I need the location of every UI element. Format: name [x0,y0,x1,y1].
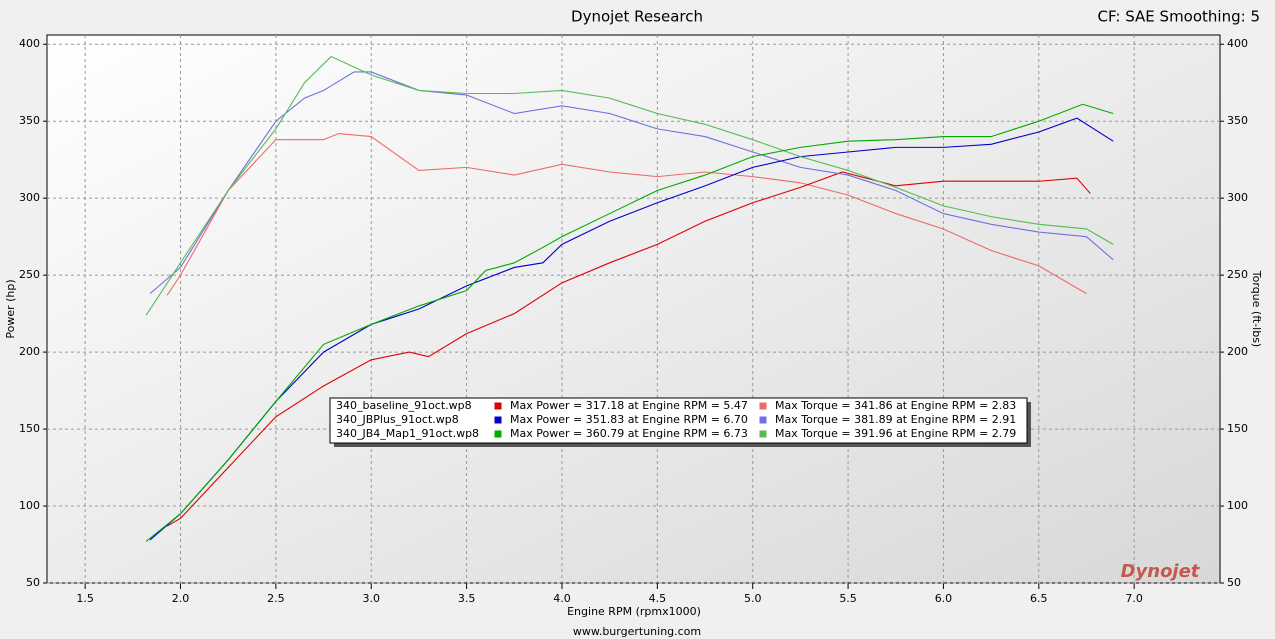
curve [166,132,1087,296]
y2-tick-label: 350 [1227,114,1248,127]
y-tick-label: 100 [19,499,40,512]
legend-max-torque: Max Torque = 381.89 at Engine RPM = 2.91 [775,413,1016,426]
legend-max-power: Max Power = 360.79 at Engine RPM = 6.73 [510,427,748,440]
footer: www.burgertuning.com [573,625,701,638]
legend-max-torque: Max Torque = 391.96 at Engine RPM = 2.79 [775,427,1016,440]
y2-tick-label: 100 [1227,499,1248,512]
plot: 1.5 2.0 2.5 3.0 3.5 4.0 4.5 5.0 5.5 6.0 6.5 7.0 50 10… [19,35,1248,605]
x-tick-label: 3.5 [458,592,476,605]
legend-swatch [493,415,503,425]
x-tick-label: 7.0 [1125,592,1143,605]
legend-max-power: Max Power = 317.18 at Engine RPM = 5.47 [510,399,748,412]
legend-swatch [493,401,503,411]
x-tick-label: 2.0 [172,592,190,605]
x-tick-label: 1.5 [76,592,94,605]
x-tick-label: 6.0 [935,592,953,605]
x-tick-label: 4.0 [553,592,571,605]
chart-title: Dynojet Research [571,8,703,26]
y-tick-label: 350 [19,114,40,127]
curve [149,71,1114,295]
watermark: Dynojet [1121,561,1201,582]
y-tick-label: 250 [19,268,40,281]
x-tick-label: 4.5 [649,592,667,605]
legend-label: 340_baseline_91oct.wp8 [336,399,472,412]
curve [166,171,1091,527]
legend-max-torque: Max Torque = 341.86 at Engine RPM = 2.83 [775,399,1016,412]
y2-tick-label: 200 [1227,345,1248,358]
x-tick-label: 5.0 [744,592,762,605]
legend-max-power: Max Power = 351.83 at Engine RPM = 6.70 [510,413,748,426]
y2-tick-label: 400 [1227,37,1248,50]
x-tick-label: 6.5 [1030,592,1048,605]
curve [145,55,1114,316]
legend: 340_baseline_91oct.wp8 Max Power = 317.18… [329,397,1031,447]
y-tick-label: 200 [19,345,40,358]
legend-label: 340_JB4_Map1_91oct.wp8 [336,427,479,440]
x-tick-label: 3.0 [362,592,380,605]
curve [145,103,1114,542]
legend-box [329,397,1028,444]
x-tick-label: 5.5 [839,592,857,605]
chart-subtitle: CF: SAE Smoothing: 5 [1097,8,1260,26]
legend-swatch [758,401,768,411]
y2-tick-label: 150 [1227,422,1248,435]
x-tick-label: 2.5 [267,592,285,605]
y2-tick-label: 250 [1227,268,1248,281]
y2-tick-label: 300 [1227,191,1248,204]
x-axis-label: Engine RPM (rpmx1000) [567,605,701,618]
legend-swatch [493,429,503,439]
y-tick-label: 300 [19,191,40,204]
legend-swatch [758,429,768,439]
y-tick-label: 150 [19,422,40,435]
y-axis-label: Power (hp) [4,279,17,338]
legend-label: 340_JBPlus_91oct.wp8 [336,413,459,426]
y-tick-label: 400 [19,37,40,50]
legend-swatch [758,415,768,425]
curve [149,117,1114,541]
y2-tick-label: 50 [1227,576,1241,589]
y-tick-label: 50 [26,576,40,589]
plot-area [46,34,1221,584]
y2-axis-label: Torque (ft-lbs) [1250,270,1263,347]
